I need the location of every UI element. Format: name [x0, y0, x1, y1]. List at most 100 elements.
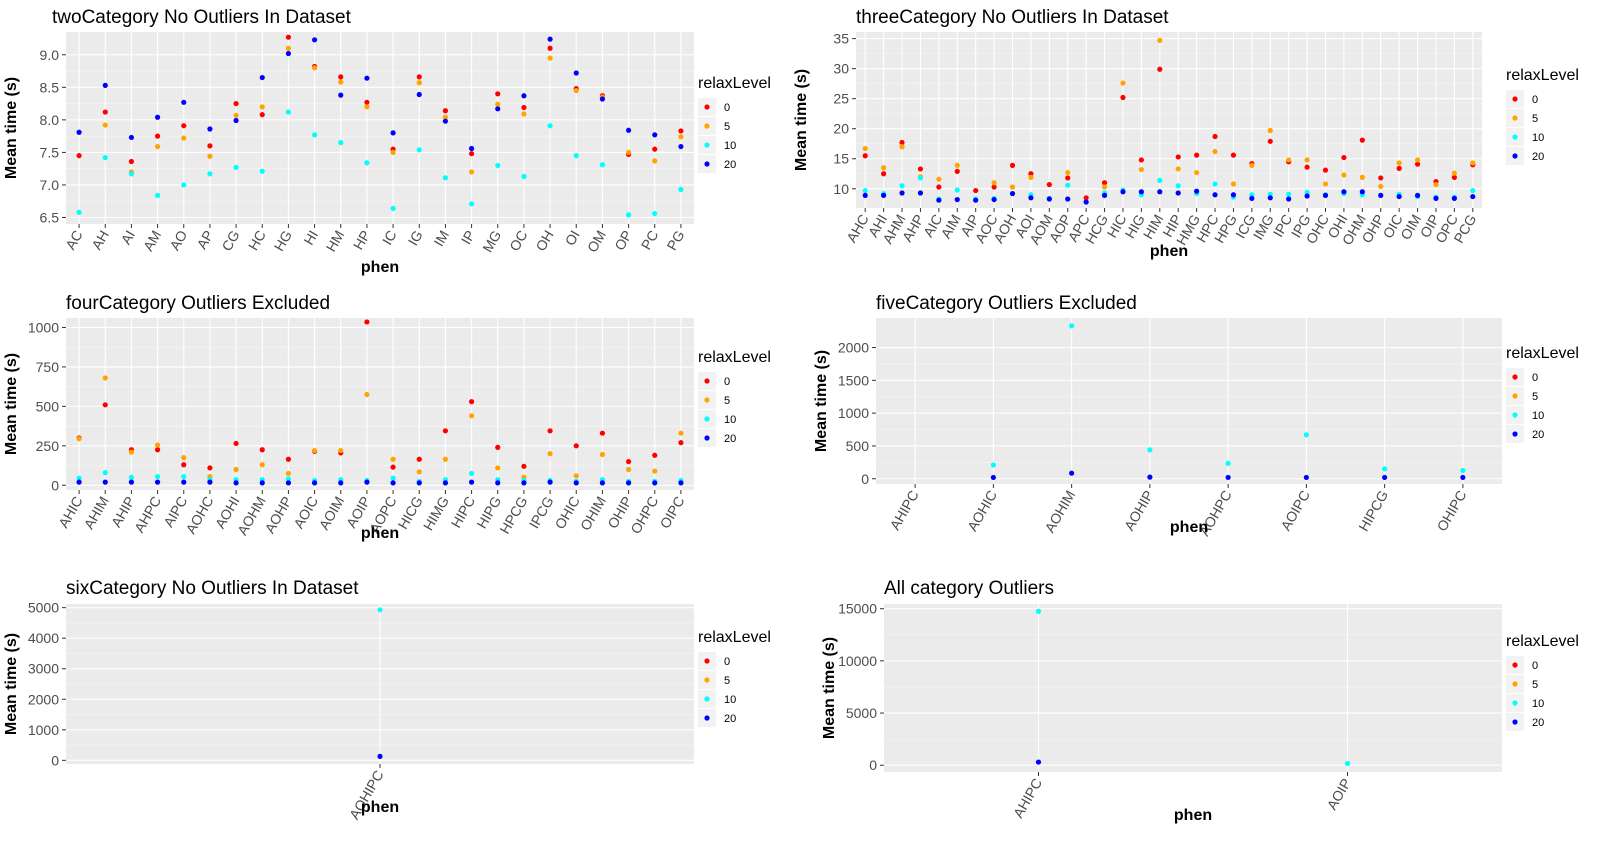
y-tick-label: 2000 [28, 691, 59, 707]
series-20 [1035, 759, 1042, 765]
legend-label: 10 [724, 414, 736, 426]
x-tick-label: HIPC [448, 494, 479, 531]
data-point [1414, 161, 1421, 167]
x-tick-label: AP [193, 228, 216, 252]
data-point [338, 480, 344, 486]
data-point [1083, 199, 1089, 205]
legend-label: 5 [1532, 679, 1538, 691]
data-point [547, 123, 553, 129]
series-20 [862, 188, 1476, 205]
data-point [338, 140, 344, 146]
data-point [154, 143, 161, 150]
data-point [416, 469, 422, 475]
legend-key-point [704, 696, 710, 702]
data-point [1069, 323, 1075, 329]
legend: relaxLevel 0 5 10 20 [1506, 345, 1579, 443]
y-tick-label: 0 [869, 757, 877, 773]
data-point [678, 186, 684, 193]
data-point [1414, 192, 1421, 198]
data-point [468, 151, 475, 157]
data-point [128, 158, 135, 165]
data-point [442, 480, 449, 486]
data-point [917, 190, 924, 196]
legend-key-point [704, 677, 710, 683]
data-point [338, 74, 344, 80]
x-tick-label: OM [584, 228, 609, 256]
data-point [285, 470, 292, 477]
data-point [1175, 154, 1181, 160]
data-point [207, 479, 213, 485]
data-point [1378, 175, 1384, 181]
data-point [1396, 165, 1402, 171]
y-tick-label: 4000 [28, 630, 59, 646]
series-20 [76, 479, 684, 486]
data-point [1138, 166, 1144, 173]
data-point [521, 93, 527, 99]
data-point [1101, 180, 1108, 186]
data-point [390, 475, 396, 481]
data-point [1009, 190, 1016, 197]
y-axis-title: Mean time (s) [793, 69, 810, 171]
data-point [1433, 181, 1439, 188]
data-point [521, 480, 527, 486]
data-point [468, 399, 475, 405]
y-tick-label: 6.5 [40, 209, 60, 225]
data-point [1341, 189, 1347, 195]
legend-key-point [1512, 134, 1518, 140]
data-point [207, 143, 213, 149]
data-point [973, 187, 979, 194]
data-point [1322, 181, 1329, 187]
data-point [1267, 138, 1273, 144]
data-point [573, 87, 579, 94]
data-point [416, 91, 422, 98]
data-point [1065, 169, 1071, 176]
data-point [1303, 432, 1309, 438]
data-point [495, 91, 501, 97]
data-point [442, 428, 449, 434]
y-tick-label: 8.0 [40, 112, 60, 128]
data-point [364, 160, 370, 166]
data-point [1267, 191, 1273, 197]
x-axis-title: phen [1174, 807, 1212, 824]
data-point [1304, 189, 1310, 195]
x-tick-label: AC [62, 228, 86, 253]
data-point [76, 153, 82, 159]
data-point [1101, 184, 1108, 190]
data-point [495, 106, 501, 112]
data-point [233, 164, 239, 170]
y-tick-label: 2000 [838, 340, 869, 356]
data-point [495, 101, 501, 107]
data-point [1470, 160, 1476, 166]
data-point [936, 176, 942, 182]
y-tick-label: 20 [833, 121, 849, 137]
data-point [128, 479, 135, 485]
legend-label: 5 [724, 121, 730, 133]
chart-panel-6: All category Outliers 0 5000 10000 15000 AHIP… [821, 578, 1579, 824]
data-point [1382, 474, 1388, 481]
data-point [102, 402, 108, 408]
data-point [1069, 470, 1075, 476]
y-axis-title: Mean time (s) [3, 77, 20, 179]
data-point [128, 449, 135, 455]
data-point [76, 209, 82, 215]
legend-label: 5 [724, 395, 730, 407]
data-point [1028, 195, 1034, 201]
y-tick-label: 7.0 [40, 177, 60, 193]
data-point [285, 456, 292, 462]
legend-title: relaxLevel [698, 349, 771, 366]
data-point [599, 430, 606, 436]
data-point [1304, 193, 1310, 199]
x-tick-label: AHIPC [886, 488, 921, 533]
data-point [181, 462, 187, 468]
legend-label: 10 [1532, 698, 1544, 710]
data-point [1212, 133, 1218, 140]
data-point [1249, 192, 1255, 198]
data-point [1147, 474, 1153, 480]
data-point [468, 169, 475, 175]
legend-key-point [704, 123, 710, 129]
x-tick-label: HIMG [420, 494, 452, 534]
x-tick-label: IPCG [526, 494, 557, 532]
legend-key-point [704, 658, 710, 664]
data-point [1433, 195, 1439, 201]
data-point [468, 479, 475, 485]
